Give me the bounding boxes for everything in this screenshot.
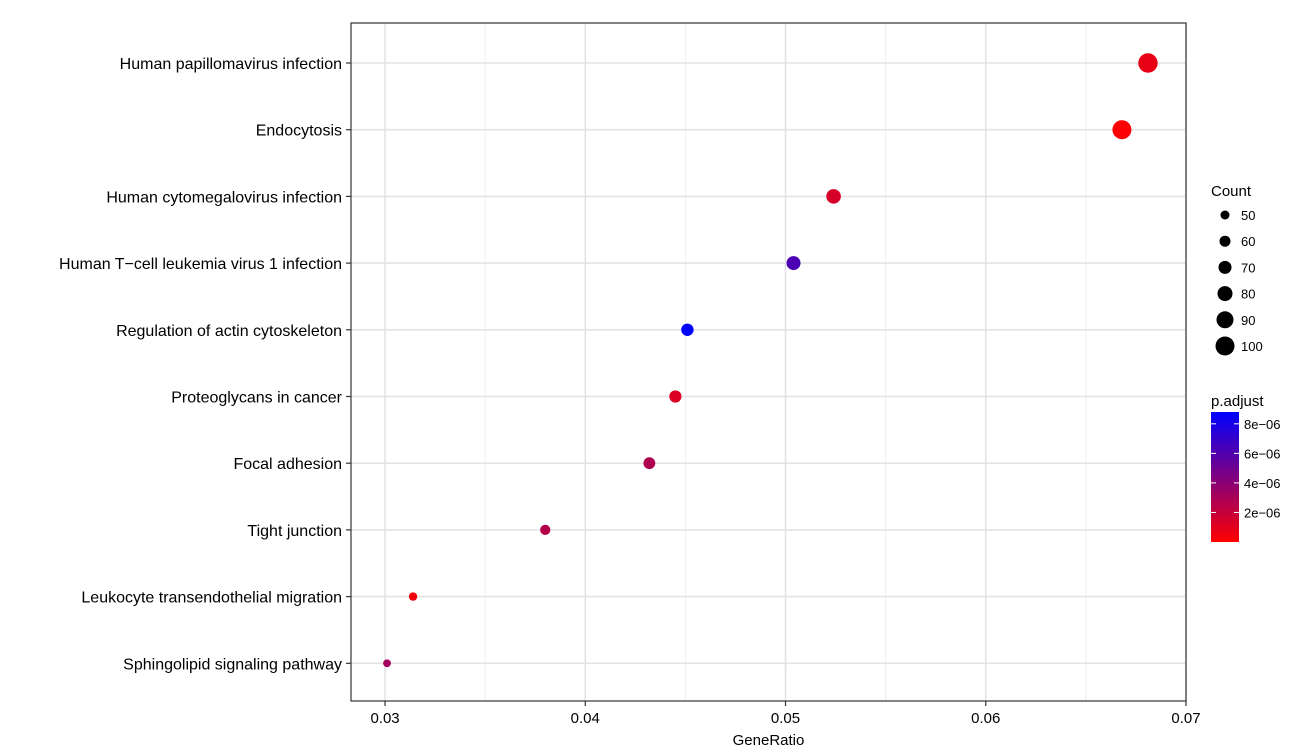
grid-lines [351, 23, 1187, 701]
category-label: Proteoglycans in cancer [171, 390, 342, 407]
x-tick-label: 0.06 [971, 710, 1000, 727]
x-tick-label: 0.07 [1171, 710, 1200, 727]
x-tick-label: 0.03 [370, 710, 399, 727]
count-legend: Count 50 60 70 80 90 100 [1211, 183, 1263, 356]
category-label: Sphingolipid signaling pathway [123, 656, 342, 673]
count-legend-key [1216, 311, 1234, 329]
data-point [669, 390, 682, 403]
category-label: Human papillomavirus infection [120, 56, 342, 73]
count-legend-label: 60 [1241, 234, 1255, 249]
category-axis: Human papillomavirus infection Endocytosi… [59, 56, 351, 673]
p-adjust-legend-title: p.adjust [1211, 393, 1264, 410]
data-point [408, 592, 418, 601]
data-point [826, 189, 841, 204]
category-label: Regulation of actin cytoskeleton [116, 323, 342, 340]
colorbar-label: 8e−06 [1244, 417, 1281, 432]
data-point [540, 524, 551, 536]
data-point [1138, 53, 1158, 73]
data-point [681, 323, 694, 336]
colorbar-label: 4e−06 [1244, 476, 1281, 491]
data-point [786, 256, 801, 271]
count-legend-key [1220, 210, 1230, 220]
count-legend-label: 100 [1241, 339, 1263, 354]
category-label: Human T−cell leukemia virus 1 infection [59, 256, 342, 273]
count-legend-label: 80 [1241, 287, 1255, 302]
data-point [383, 659, 391, 668]
count-legend-label: 70 [1241, 260, 1255, 275]
panel-border [350, 22, 1187, 702]
p-adjust-legend: p.adjust 2e−06 4e−06 6e−06 8e−06 [1211, 393, 1281, 542]
category-label: Endocytosis [256, 123, 342, 140]
x-axis-title: GeneRatio [733, 732, 805, 749]
count-legend-label: 90 [1241, 313, 1255, 328]
category-label: Focal adhesion [233, 456, 342, 473]
p-adjust-colorbar [1211, 412, 1239, 542]
count-legend-label: 50 [1241, 208, 1255, 223]
data-point [643, 457, 656, 470]
x-tick-label: 0.05 [771, 710, 800, 727]
category-label: Tight junction [247, 523, 342, 540]
category-label: Human cytomegalovirus infection [106, 189, 342, 206]
x-tick-label: 0.04 [571, 710, 600, 727]
data-points [383, 53, 1158, 668]
category-label: Leukocyte transendothelial migration [81, 590, 342, 607]
colorbar-label: 2e−06 [1244, 505, 1281, 520]
count-legend-title: Count [1211, 183, 1252, 200]
count-legend-key [1218, 260, 1232, 274]
count-legend-key [1217, 286, 1233, 302]
count-legend-key [1219, 235, 1231, 247]
x-axis: 0.03 0.04 0.05 0.06 0.07 [370, 701, 1201, 727]
colorbar-label: 6e−06 [1244, 446, 1281, 461]
data-point [1112, 120, 1132, 140]
count-legend-key [1215, 336, 1235, 356]
